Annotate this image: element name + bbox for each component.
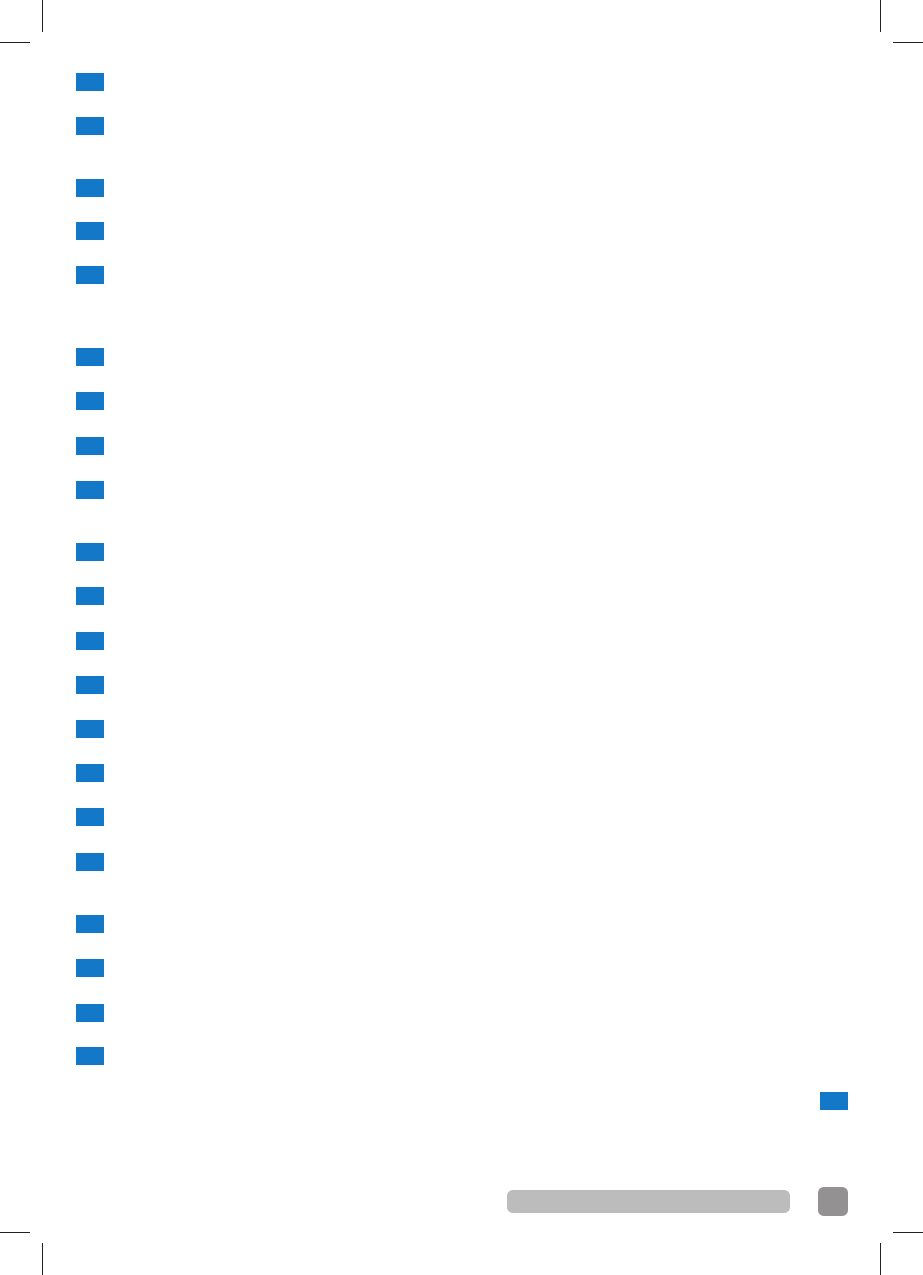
crop-mark [0, 1232, 30, 1233]
right-marker [820, 1092, 848, 1110]
section-marker [76, 481, 104, 499]
section-marker [76, 348, 104, 366]
section-marker [76, 853, 104, 871]
crop-mark [880, 1243, 881, 1275]
crop-mark [42, 1243, 43, 1275]
section-marker [76, 764, 104, 782]
section-marker [76, 392, 104, 410]
section-marker [76, 720, 104, 738]
crop-mark [893, 42, 923, 43]
section-marker [76, 632, 104, 650]
section-marker [76, 915, 104, 933]
section-marker [76, 73, 104, 91]
crop-mark [0, 42, 30, 43]
section-marker [76, 437, 104, 455]
section-marker [76, 808, 104, 826]
section-marker [76, 543, 104, 561]
footer-bar [507, 1190, 790, 1213]
section-marker [76, 117, 104, 135]
crop-mark [880, 0, 881, 32]
section-marker [76, 179, 104, 197]
section-marker [76, 222, 104, 240]
crop-mark [42, 0, 43, 32]
section-marker [76, 1047, 104, 1065]
page-number-tab [818, 1187, 848, 1216]
section-marker [76, 959, 104, 977]
crop-mark [893, 1232, 923, 1233]
section-marker [76, 676, 104, 694]
section-marker [76, 1004, 104, 1022]
section-marker [76, 587, 104, 605]
section-marker [76, 266, 104, 284]
